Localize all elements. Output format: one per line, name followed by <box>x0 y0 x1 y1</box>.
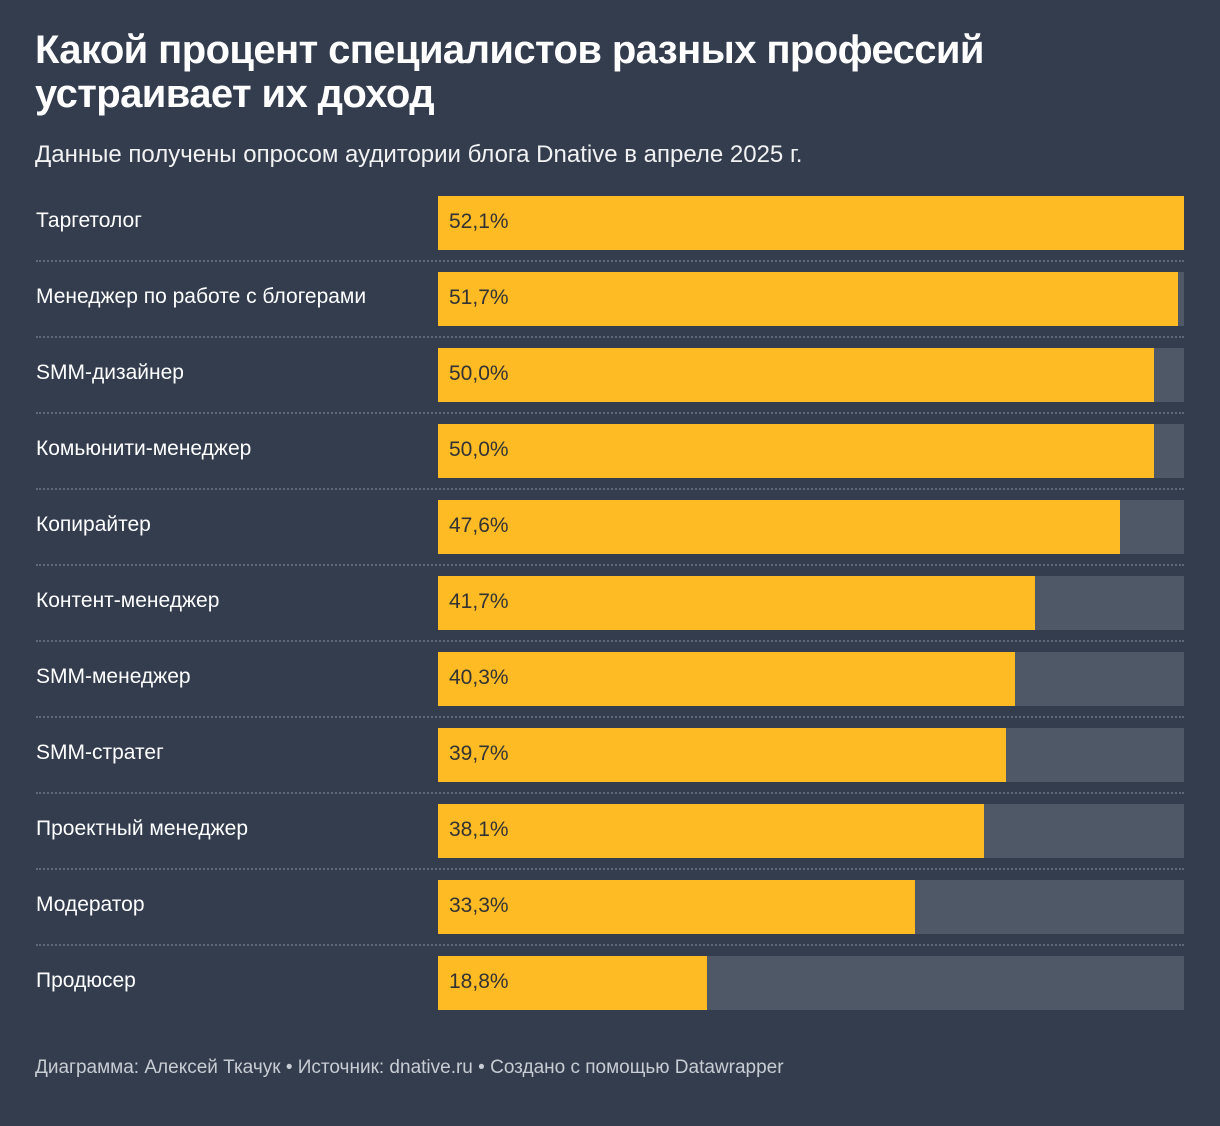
value-label: 51,7% <box>449 286 509 309</box>
chart-title: Какой процент специалистов разных профес… <box>35 28 984 116</box>
bar <box>438 880 915 934</box>
bar <box>438 728 1007 782</box>
value-label: 47,6% <box>449 514 509 537</box>
bar <box>438 196 1184 250</box>
value-label: 39,7% <box>449 742 509 765</box>
row-separator <box>36 868 1184 870</box>
row-separator <box>36 260 1184 262</box>
value-label: 50,0% <box>449 438 509 461</box>
value-label: 41,7% <box>449 590 509 613</box>
footer-separator: • <box>280 1057 298 1078</box>
value-label: 18,8% <box>449 970 509 993</box>
category-label: SMM-менеджер <box>36 665 191 688</box>
category-label: Проектный менеджер <box>36 817 249 840</box>
category-label: SMM-дизайнер <box>36 361 184 384</box>
footer-author: Диаграмма: Алексей Ткачук <box>35 1057 281 1078</box>
category-label: Комьюнити-менеджер <box>36 437 252 460</box>
value-label: 33,3% <box>449 894 509 917</box>
bar <box>438 424 1154 478</box>
bar-track: 50,0% <box>438 424 1184 478</box>
bar <box>438 348 1154 402</box>
category-label: Контент-менеджер <box>36 589 220 612</box>
row-separator <box>36 336 1184 338</box>
bar-track: 50,0% <box>438 348 1184 402</box>
value-label: 40,3% <box>449 666 509 689</box>
bar-track: 39,7% <box>438 728 1184 782</box>
bar-track: 47,6% <box>438 500 1184 554</box>
bar-track: 38,1% <box>438 804 1184 858</box>
row-separator <box>36 944 1184 946</box>
row-separator <box>36 564 1184 566</box>
bar <box>438 500 1120 554</box>
bar <box>438 804 984 858</box>
bar <box>438 956 708 1010</box>
bar-track: 40,3% <box>438 652 1184 706</box>
value-label: 50,0% <box>449 362 509 385</box>
bar-track: 33,3% <box>438 880 1184 934</box>
value-label: 38,1% <box>449 818 509 841</box>
row-separator <box>36 640 1184 642</box>
footer-tool-link[interactable]: Создано с помощью Datawrapper <box>490 1057 784 1078</box>
footer-separator: • <box>472 1057 491 1078</box>
bar-track: 18,8% <box>438 956 1184 1010</box>
row-separator <box>36 792 1184 794</box>
bar-track: 52,1% <box>438 196 1184 250</box>
chart-footer: Диаграмма: Алексей Ткачук • Источник: dn… <box>35 1057 784 1079</box>
category-label: Таргетолог <box>36 209 142 232</box>
category-label: Модератор <box>36 893 145 916</box>
category-label: Менеджер по работе с блогерами <box>36 285 367 308</box>
category-label: Продюсер <box>36 969 136 992</box>
value-label: 52,1% <box>449 210 509 233</box>
bar <box>438 272 1179 326</box>
row-separator <box>36 716 1184 718</box>
row-separator <box>36 488 1184 490</box>
row-separator <box>36 412 1184 414</box>
chart-subtitle: Данные получены опросом аудитории блога … <box>35 141 803 168</box>
bar-track: 51,7% <box>438 272 1184 326</box>
footer-source-link[interactable]: Источник: dnative.ru <box>297 1057 473 1078</box>
bar <box>438 652 1016 706</box>
category-label: SMM-стратег <box>36 741 164 764</box>
bar-track: 41,7% <box>438 576 1184 630</box>
bar <box>438 576 1036 630</box>
category-label: Копирайтер <box>36 513 151 536</box>
